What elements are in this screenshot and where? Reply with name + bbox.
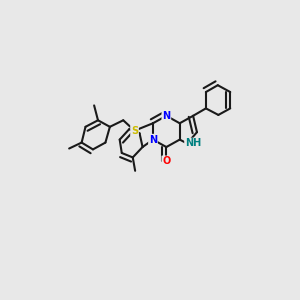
Text: NH: NH (185, 139, 201, 148)
Text: N: N (162, 111, 170, 121)
Text: O: O (162, 156, 170, 166)
Text: N: N (149, 135, 157, 145)
Text: S: S (131, 126, 138, 136)
